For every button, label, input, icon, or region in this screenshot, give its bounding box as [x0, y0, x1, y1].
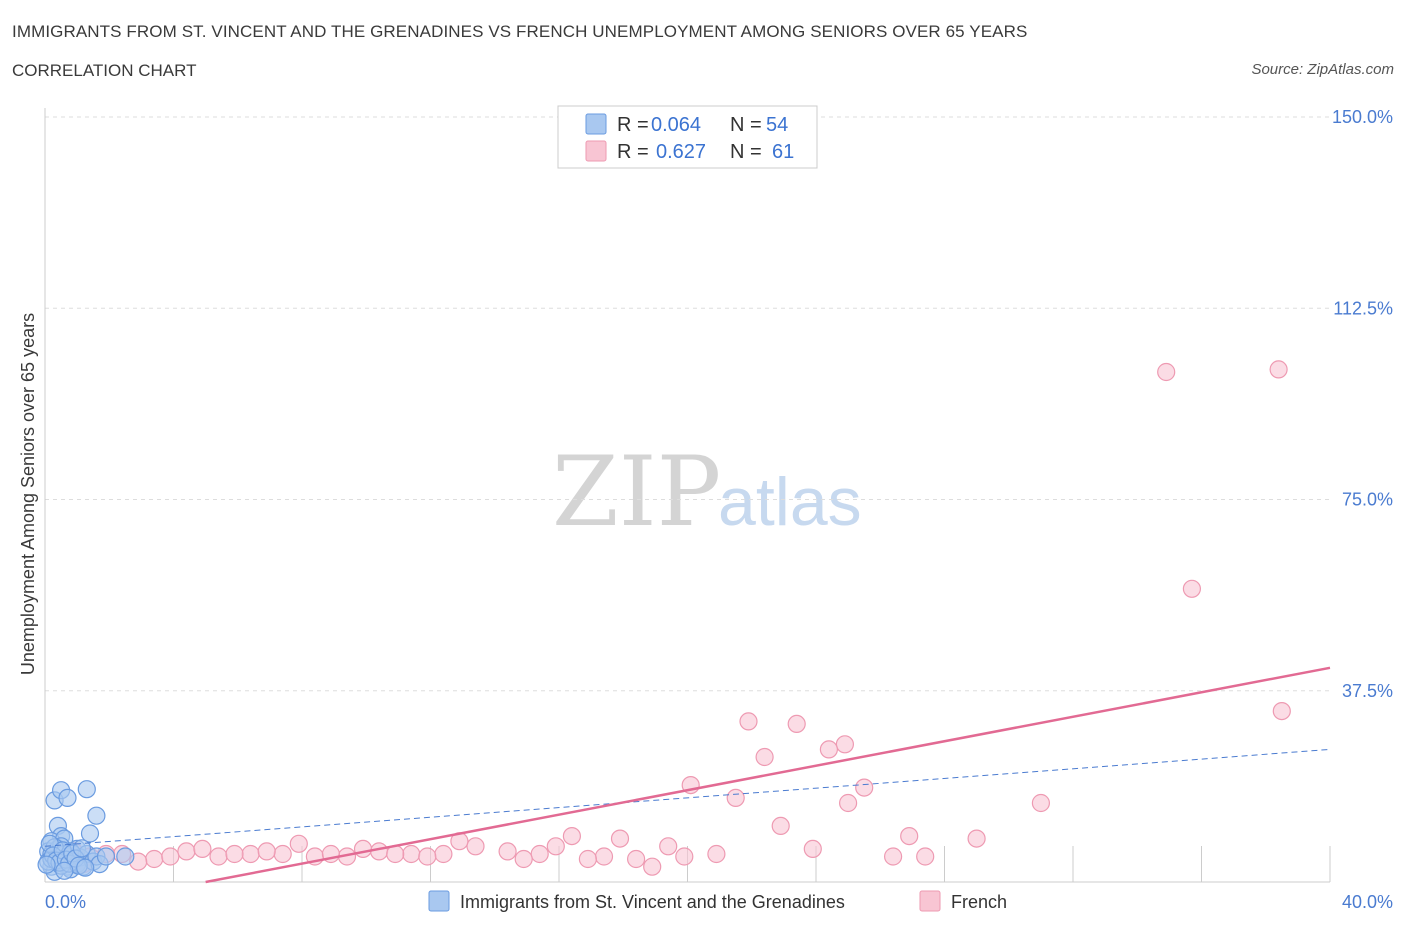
french-point: [370, 842, 389, 861]
french-point: [530, 844, 549, 864]
french-point: [883, 847, 903, 866]
french-point: [900, 826, 919, 846]
legend-r-value: 0.064: [651, 114, 701, 136]
french-point: [787, 714, 806, 734]
immigrant-point: [87, 806, 106, 825]
french-point: [803, 839, 822, 859]
french-point: [161, 847, 180, 866]
immigrant-points: [37, 780, 135, 881]
immigrant-point: [58, 788, 77, 808]
french-point: [273, 844, 292, 864]
french-point: [626, 849, 646, 869]
y-tick-label: 150.0%: [1332, 107, 1393, 127]
french-point: [257, 842, 276, 861]
french-point: [353, 839, 373, 859]
legend-r-label: R =: [617, 141, 649, 163]
x-tick-label-min: 0.0%: [45, 892, 86, 912]
french-point: [225, 844, 244, 864]
legend-r-value: 0.627: [656, 141, 706, 163]
french-point: [835, 735, 855, 754]
y-axis-tick-labels: 37.5% 75.0% 112.5% 150.0%: [1332, 107, 1393, 701]
french-point: [1031, 793, 1051, 813]
watermark: ZIP atlas: [552, 436, 862, 548]
french-point: [418, 847, 437, 866]
french-point: [771, 816, 790, 836]
french-point: [855, 778, 874, 797]
french-point: [838, 793, 858, 813]
y-tick-label: 37.5%: [1342, 681, 1393, 701]
gridlines: [45, 116, 1330, 692]
french-point: [610, 829, 630, 848]
immigrant-point: [96, 847, 116, 866]
legend-swatch-blue: [585, 113, 607, 135]
immigrant-trend-line: [44, 748, 1331, 847]
x-tick-label-max: 40.0%: [1342, 892, 1393, 912]
french-point: [916, 847, 935, 866]
french-point: [726, 788, 745, 808]
bottom-legend: Immigrants from St. Vincent and the Gren…: [428, 890, 1007, 912]
immigrant-point: [72, 839, 92, 858]
french-point: [1157, 362, 1176, 382]
french-point: [1182, 579, 1202, 598]
legend-n-value: 61: [772, 141, 794, 163]
chart-title: IMMIGRANTS FROM ST. VINCENT AND THE GREN…: [12, 22, 1028, 41]
french-point: [289, 834, 308, 853]
legend-swatch-pink: [585, 140, 607, 162]
french-point: [594, 847, 614, 866]
watermark-zip: ZIP: [552, 436, 721, 548]
bottom-legend-swatch-blue: [428, 890, 450, 912]
french-point: [546, 837, 565, 856]
french-point: [209, 847, 228, 866]
french-point: [498, 842, 517, 861]
watermark-atlas: atlas: [718, 464, 862, 540]
legend-n-label: N =: [730, 114, 762, 136]
immigrant-point: [116, 847, 135, 866]
french-point: [514, 849, 533, 869]
immigrant-point: [80, 824, 100, 843]
immigrant-point: [77, 780, 96, 799]
french-point: [707, 844, 726, 864]
chart-subtitle: CORRELATION CHART: [12, 61, 197, 80]
french-point: [562, 826, 582, 846]
french-point: [402, 844, 421, 864]
french-point: [466, 837, 485, 856]
bottom-legend-label-immigrants: Immigrants from St. Vincent and the Gren…: [460, 892, 845, 912]
french-point: [967, 829, 986, 848]
french-point: [739, 712, 758, 731]
legend-n-label: N =: [730, 141, 762, 163]
top-legend: R = 0.064 N = 54 R = 0.627 N = 61: [557, 105, 818, 169]
french-point: [1272, 701, 1291, 721]
bottom-legend-label-french: French: [951, 892, 1007, 912]
french-point: [819, 740, 839, 759]
immigrant-point: [55, 861, 74, 880]
french-point: [434, 844, 453, 864]
chart-source: Source: ZipAtlas.com: [1251, 61, 1394, 78]
legend-r-label: R =: [617, 114, 649, 136]
french-point: [193, 839, 212, 859]
french-point: [578, 849, 598, 869]
immigrant-point: [76, 858, 95, 877]
french-point: [659, 837, 678, 856]
french-point: [675, 847, 694, 866]
legend-n-value: 54: [766, 114, 788, 136]
y-tick-label: 112.5%: [1333, 298, 1393, 318]
y-tick-label: 75.0%: [1342, 490, 1393, 510]
french-trend-line: [205, 666, 1331, 884]
french-point: [241, 844, 260, 864]
y-axis-label: Unemployment Among Seniors over 65 years: [18, 313, 38, 675]
bottom-legend-swatch-pink: [919, 890, 941, 912]
french-point: [145, 849, 164, 869]
immigrant-point: [37, 855, 56, 874]
french-point: [643, 857, 662, 876]
french-point: [755, 747, 774, 767]
french-point: [1269, 360, 1288, 379]
french-point: [177, 842, 196, 861]
